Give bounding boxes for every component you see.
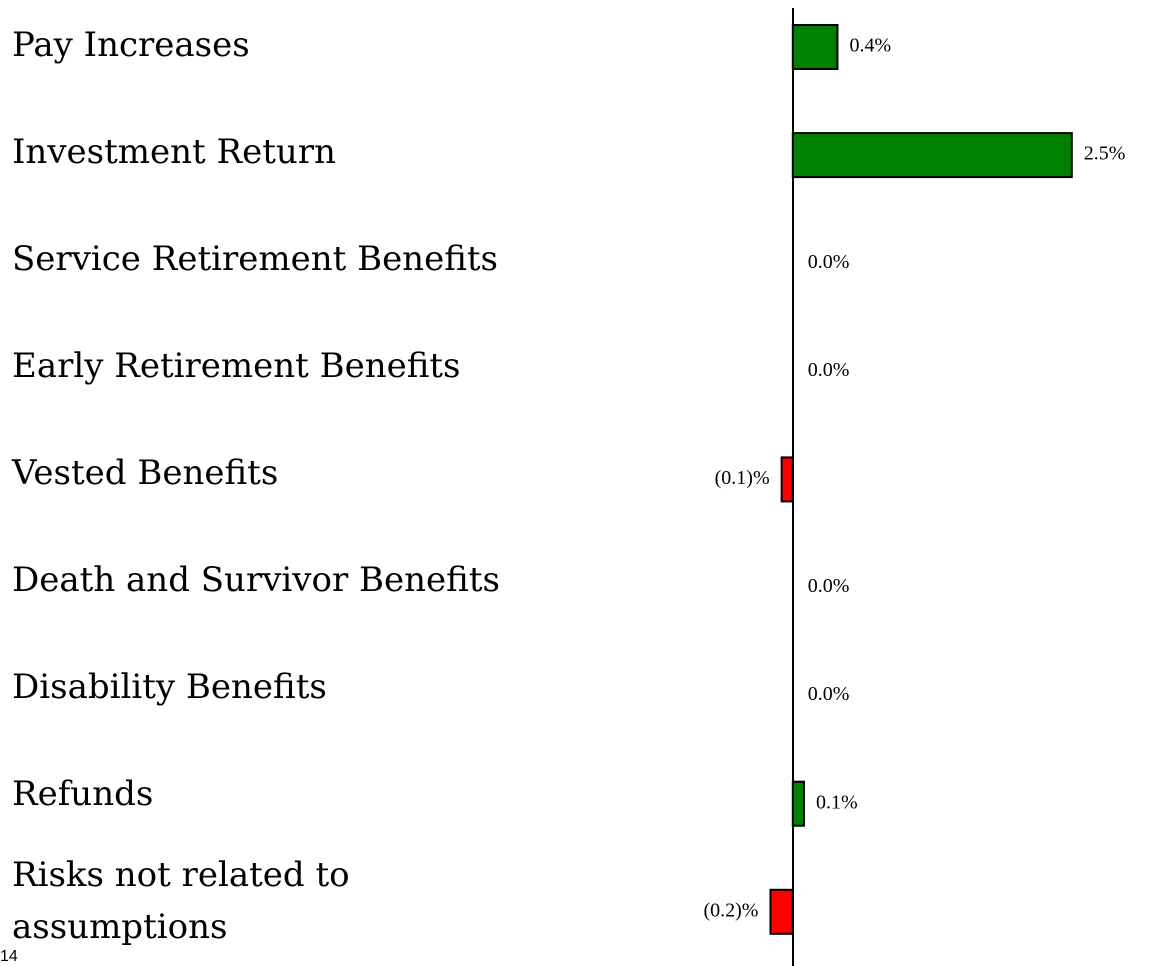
value-label: 0.4% xyxy=(849,35,891,57)
value-label: (0.1)% xyxy=(715,467,770,489)
page-number: 14 xyxy=(0,948,18,965)
value-label: 0.0% xyxy=(808,359,850,381)
category-label: Refunds xyxy=(12,774,154,814)
bar xyxy=(780,456,794,503)
category-label: Death and Survivor Benefits xyxy=(12,560,500,600)
bar xyxy=(791,132,1073,179)
value-label: 0.1% xyxy=(816,791,858,813)
value-label: 0.0% xyxy=(808,251,850,273)
category-label: Risks not related to assumptions xyxy=(12,855,350,947)
category-label: Vested Benefits xyxy=(12,453,279,493)
bar xyxy=(791,780,805,827)
bar xyxy=(769,888,794,935)
category-label: Investment Return xyxy=(12,132,336,172)
category-label: Pay Increases xyxy=(12,25,250,65)
category-label: Disability Benefits xyxy=(12,667,327,707)
value-label: 0.0% xyxy=(808,683,850,705)
value-label: (0.2)% xyxy=(703,899,758,921)
value-label: 2.5% xyxy=(1084,143,1126,165)
category-label: Service Retirement Benefits xyxy=(12,239,498,279)
category-label: Early Retirement Benefits xyxy=(12,346,461,386)
bar xyxy=(791,24,839,70)
value-label: 0.0% xyxy=(808,575,850,597)
